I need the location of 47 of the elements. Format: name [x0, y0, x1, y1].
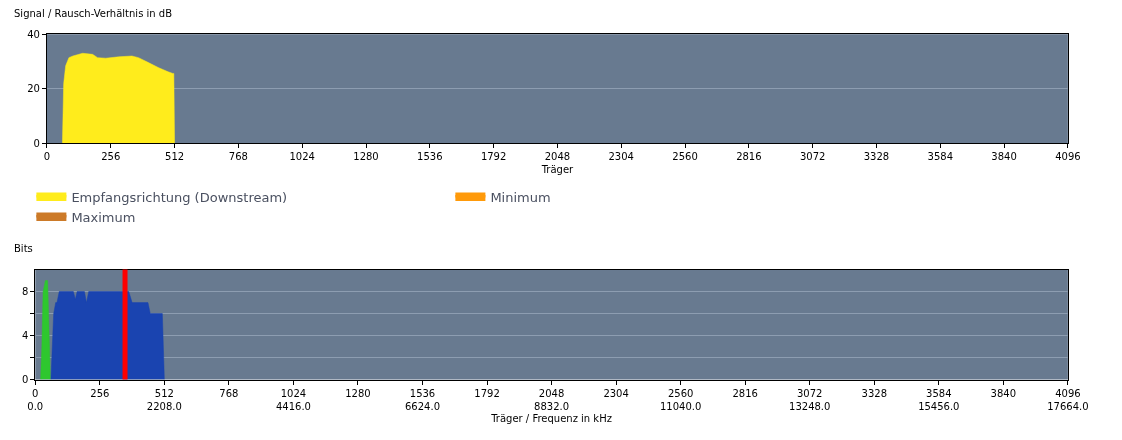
x-tick-label: 256	[101, 151, 121, 163]
x-tick-label: 3328	[863, 151, 890, 163]
x-tick-label: 1536 6624.0	[405, 387, 441, 412]
x-tick-label: 3840	[991, 151, 1017, 163]
x-tick-label: 768	[228, 151, 248, 163]
x-tick-label: 2816	[732, 387, 758, 399]
x-tick-label: 3328	[861, 387, 887, 399]
y-tick-label: 4	[21, 330, 29, 342]
x-tick-label: 256	[90, 387, 110, 399]
x-tick-label: 1024	[289, 151, 315, 163]
x-tick-label: 512 2208.0	[146, 387, 182, 412]
x-tick-label: 4096 17664.0	[1047, 387, 1089, 412]
x-tick-label: 2304	[608, 151, 634, 163]
x-tick-label: 1536	[417, 151, 443, 163]
x-tick-label: 1024 4416.0	[275, 387, 311, 412]
y-tick-label: 40	[27, 28, 40, 40]
x-tick-label: 3072 13248.0	[789, 387, 831, 412]
y-axis-title: Signal / Rausch-Verhältnis in dB	[14, 8, 173, 19]
y-tick-label: 0	[21, 374, 29, 386]
x-tick-label: 1280	[353, 151, 379, 163]
legend-label: Maximum	[71, 209, 136, 225]
x-tick-label: 1792	[474, 387, 500, 399]
x-tick-label: 3584 15456.0	[918, 387, 960, 412]
y-axis-title: Bits	[14, 243, 33, 254]
x-tick-label: 0 0.0	[27, 387, 44, 412]
x-tick-label: 1792	[480, 151, 507, 163]
x-tick-label: 512	[165, 151, 185, 163]
x-tick-label: 3584	[927, 151, 953, 163]
x-tick-label: 4096	[1055, 151, 1081, 163]
y-tick-label: 8	[21, 286, 29, 298]
x-tick-label: 768	[219, 387, 239, 399]
x-tick-label: 2816	[736, 151, 762, 163]
x-tick-label: 3840	[990, 387, 1017, 399]
x-tick-label: 2048	[544, 151, 571, 163]
x-tick-label: 0	[43, 151, 51, 163]
legend-label: Minimum	[490, 190, 551, 206]
x-axis-title: Träger / Frequenz in kHz	[490, 413, 612, 425]
legend-label: Empfangsrichtung (Downstream)	[71, 190, 288, 206]
x-tick-label: 1280	[345, 387, 371, 399]
x-tick-label: 3072	[799, 151, 826, 163]
y-tick-label: 20	[27, 83, 40, 95]
x-tick-label: 2304	[603, 387, 629, 399]
y-tick-label: 0	[33, 137, 40, 149]
x-tick-label: 2560	[672, 151, 698, 163]
x-tick-label: 2560 11040.0	[659, 387, 702, 412]
x-axis-title: Träger	[540, 163, 575, 175]
x-tick-label: 2048 8832.0	[534, 387, 570, 412]
